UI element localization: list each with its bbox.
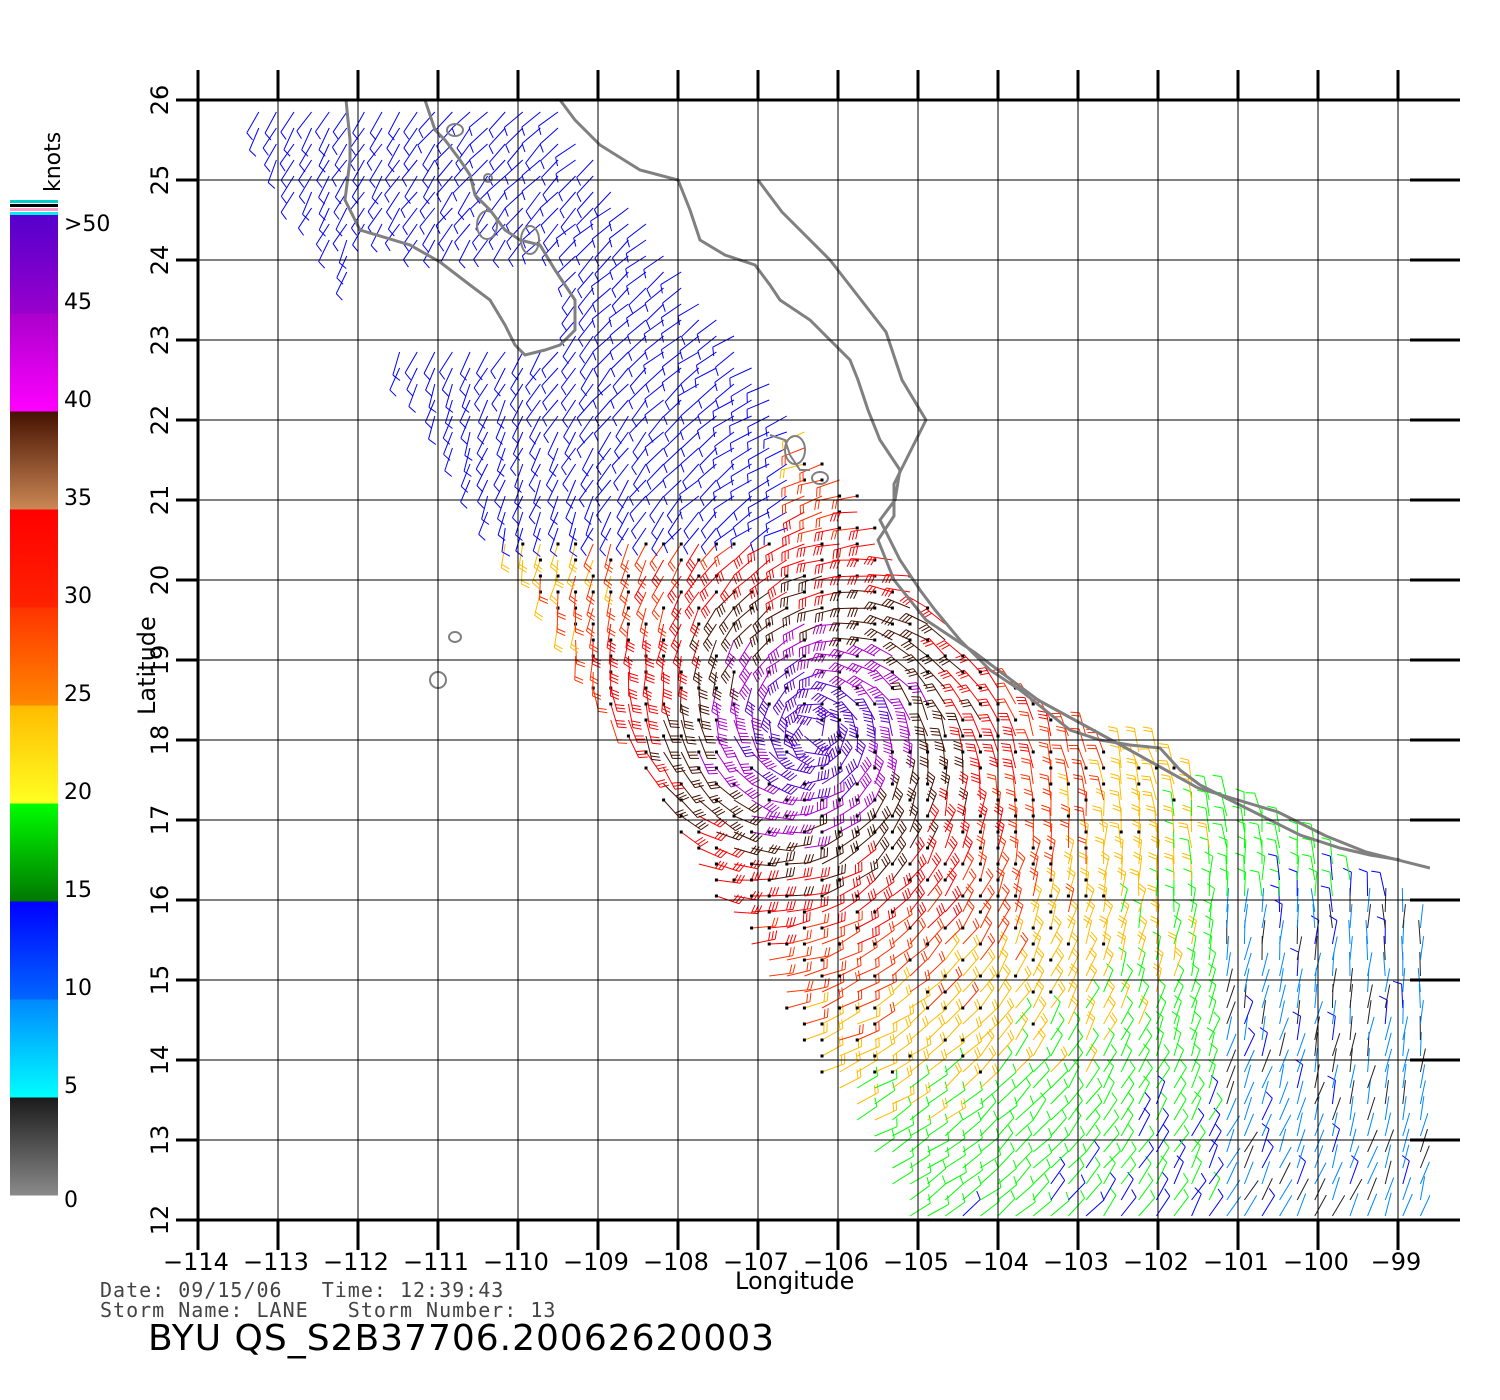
colorbar-label: 0 [64, 1188, 78, 1213]
lat-tick-label: 16 [146, 885, 174, 916]
lat-tick-label: 13 [146, 1125, 174, 1156]
mainland-coastline [558, 100, 1401, 862]
colorbar-overflow-stripe [10, 204, 58, 207]
colorbar-overflow-stripe [10, 208, 58, 211]
lon-tick-label: −113 [243, 1248, 309, 1276]
lon-tick-label: −110 [483, 1248, 549, 1276]
y-axis-label: Latitude [133, 616, 161, 715]
lat-lon-grid [176, 70, 1460, 1250]
colorbar-label: 25 [64, 682, 92, 707]
island-outline [483, 173, 493, 183]
lat-tick-label: 18 [146, 725, 174, 756]
lon-tick-label: −107 [723, 1248, 789, 1276]
colorbar-overflow-stripe [10, 200, 58, 203]
lat-tick-label: 15 [146, 965, 174, 996]
lon-tick-label: −114 [163, 1248, 229, 1276]
colorbar-label: 35 [64, 486, 92, 511]
colorbar-label: 5 [64, 1074, 78, 1099]
colorbar-label: 20 [64, 780, 92, 805]
lat-tick-label: 21 [146, 485, 174, 516]
colorbar-label: 45 [64, 290, 92, 315]
colorbar-segment [10, 313, 58, 412]
island-outline [811, 471, 829, 485]
lat-tick-label: 20 [146, 565, 174, 596]
lat-tick-label: 22 [146, 405, 174, 436]
lat-tick-label: 24 [146, 245, 174, 276]
colorbar-segment [10, 705, 58, 804]
storm-name-line: Storm Name: LANE Storm Number: 13 [100, 1298, 557, 1322]
colorbar-segment [10, 509, 58, 608]
colorbar-overflow-stripe [10, 212, 58, 215]
lon-tick-label: −101 [1203, 1248, 1269, 1276]
lon-tick-label: −99 [1371, 1248, 1422, 1276]
lat-tick-label: 23 [146, 325, 174, 356]
wind-vectors [246, 111, 1430, 1217]
island-outline [476, 210, 498, 240]
colorbar-label: 10 [64, 976, 92, 1001]
lat-tick-label: 26 [146, 85, 174, 116]
colorbar-segment [10, 215, 58, 314]
lon-tick-label: −102 [1123, 1248, 1189, 1276]
lon-tick-label: −112 [323, 1248, 389, 1276]
date-time-line: Date: 09/15/06 Time: 12:39:43 [100, 1278, 505, 1302]
x-axis-label: Longitude [735, 1267, 854, 1295]
lon-tick-label: −108 [643, 1248, 709, 1276]
colorbar-unit: knots [41, 132, 66, 192]
colorbar-label: >50 [64, 212, 110, 237]
lat-tick-label: 25 [146, 165, 174, 196]
colorbar-label: 40 [64, 388, 92, 413]
baja-coastline [343, 100, 577, 357]
island-outline [446, 123, 464, 137]
colorbar: 0 5 10 15 20 25 30 35 40 45 >50 [10, 200, 110, 1213]
lat-tick-label: 12 [146, 1205, 174, 1236]
colorbar-segment [10, 999, 58, 1098]
island-outline [520, 225, 540, 255]
lon-tick-label: −109 [563, 1248, 629, 1276]
colorbar-segment [10, 803, 58, 902]
lon-tick-label: −106 [803, 1248, 869, 1276]
product-title: BYU QS_S2B37706.20062620003 [148, 1318, 776, 1359]
lat-tick-label: 19 [146, 645, 174, 676]
axis-ticks: −114 −113 −112 −111 −110 −109 −108 −107 −106 −105… [146, 85, 1421, 1276]
lat-tick-label: 14 [146, 1045, 174, 1076]
lon-tick-label: −100 [1283, 1248, 1349, 1276]
island-outline [448, 631, 462, 643]
lat-tick-label: 17 [146, 805, 174, 836]
lon-tick-label: −103 [1043, 1248, 1109, 1276]
colorbar-segment [10, 411, 58, 510]
lon-tick-label: −111 [403, 1248, 469, 1276]
lon-tick-label: −105 [883, 1248, 949, 1276]
colorbar-segment [10, 607, 58, 706]
colorbar-segment [10, 901, 58, 1000]
lon-tick-label: −104 [963, 1248, 1029, 1276]
colorbar-segment [10, 1097, 58, 1196]
colorbar-label: 30 [64, 584, 92, 609]
colorbar-label: 15 [64, 878, 92, 903]
